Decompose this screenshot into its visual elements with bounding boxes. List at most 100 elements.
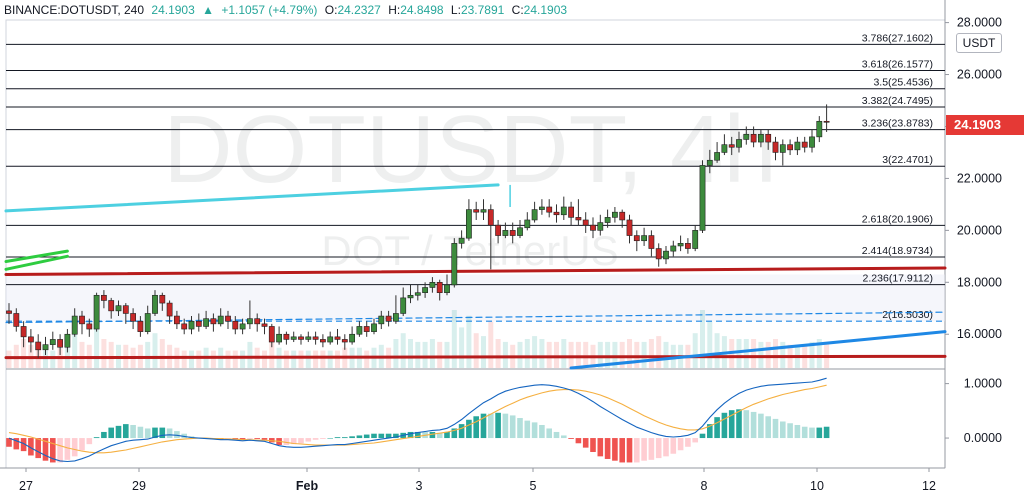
volume-bar xyxy=(524,339,530,368)
volume-bar xyxy=(648,339,654,368)
candle-body xyxy=(35,341,42,351)
candle-body xyxy=(115,305,122,312)
macd-histogram-bar xyxy=(480,413,487,439)
candle-body xyxy=(239,323,246,330)
volume-bar xyxy=(305,350,311,368)
macd-histogram-bar xyxy=(517,418,523,439)
volume-bar xyxy=(605,341,611,368)
macd-histogram-bar xyxy=(561,435,567,439)
macd-histogram-bar xyxy=(539,424,545,439)
candle-body xyxy=(298,336,304,340)
candle-body xyxy=(422,287,428,293)
volume-bar xyxy=(824,341,830,368)
macd-histogram-bar xyxy=(371,433,377,439)
volume-bar xyxy=(481,336,486,368)
candle-body xyxy=(378,315,385,325)
candle-body xyxy=(568,206,574,218)
volume-bar xyxy=(247,341,253,368)
candle-body xyxy=(736,139,742,148)
candle-body xyxy=(195,320,202,327)
candle-body xyxy=(20,326,27,338)
trend-line-red_support_lower xyxy=(4,354,947,360)
macd-histogram-bar xyxy=(801,426,808,439)
candle-body xyxy=(152,294,158,314)
volume-bar xyxy=(575,341,581,368)
macd-histogram-bar xyxy=(473,416,479,439)
macd-histogram-bar xyxy=(714,417,720,439)
candle-body xyxy=(495,224,501,236)
macd-histogram-bar xyxy=(159,427,166,439)
macd-histogram-bar xyxy=(42,438,49,461)
candle-body xyxy=(144,313,151,332)
candle-body xyxy=(174,315,180,325)
chart-header: BINANCE:DOTUSDT, 240 24.1903 ▲ +1.1057 (… xyxy=(4,3,571,17)
volume-bar xyxy=(101,339,107,368)
candle-body xyxy=(57,339,63,348)
volume-bar xyxy=(751,339,757,368)
macd-histogram-bar xyxy=(393,433,399,439)
time-axis-label: 5 xyxy=(530,479,537,493)
price-axis-label: 26.0000 xyxy=(957,68,1002,82)
volume-bar xyxy=(700,310,705,368)
macd-histogram-bar xyxy=(597,438,604,457)
volume-bar xyxy=(269,339,275,368)
volume-bar xyxy=(313,350,319,368)
candle-body xyxy=(334,336,341,340)
volume-bar xyxy=(714,333,720,368)
volume-bar xyxy=(466,315,472,368)
close-value: 24.1903 xyxy=(523,3,568,17)
macd-histogram-bar xyxy=(283,438,290,446)
candle-body xyxy=(487,209,494,226)
macd-histogram-bar xyxy=(342,437,348,439)
price-axis-label: 22.0000 xyxy=(957,171,1002,185)
volume-bar xyxy=(612,341,618,368)
volume-bar xyxy=(707,321,713,368)
macd-histogram-bar xyxy=(531,422,538,439)
candle-body xyxy=(254,318,261,325)
candle-body xyxy=(327,336,334,343)
macd-histogram-bar xyxy=(488,413,494,439)
trend-line-red_support_upper xyxy=(4,266,947,277)
macd-histogram-bar xyxy=(509,415,516,439)
macd-histogram-bar xyxy=(115,425,122,439)
volume-bar xyxy=(488,321,494,368)
volume-bar xyxy=(758,341,764,368)
last-price-tag: 24.1903 xyxy=(946,115,1024,135)
candle-body xyxy=(779,144,786,153)
high-value: 24.8498 xyxy=(400,3,444,17)
currency-unit-button[interactable]: USDT xyxy=(956,33,1002,53)
macd-histogram-bar xyxy=(634,438,640,463)
volume-bar xyxy=(393,339,399,368)
volume-bar xyxy=(583,341,589,368)
macd-histogram-bar xyxy=(451,428,458,439)
time-axis-label: 3 xyxy=(416,479,423,493)
candle-body xyxy=(71,315,78,335)
macd-histogram-bar xyxy=(123,424,129,439)
macd-histogram-bar xyxy=(466,419,472,439)
candle-body xyxy=(444,284,450,293)
macd-histogram-bar xyxy=(677,438,684,451)
volume-bar xyxy=(335,350,340,368)
macd-histogram-bar xyxy=(612,438,618,461)
macd-histogram-bar xyxy=(436,432,443,439)
macd-histogram-bar xyxy=(174,431,180,439)
macd-histogram-bar xyxy=(407,431,414,439)
volume-bar xyxy=(495,339,501,368)
candle-body xyxy=(743,133,750,140)
macd-histogram-bar xyxy=(626,438,633,463)
candle-body xyxy=(546,206,553,213)
candle-body xyxy=(794,141,801,151)
macd-histogram-bar xyxy=(823,426,830,439)
candle-body xyxy=(480,209,487,213)
macd-histogram-bar xyxy=(553,431,560,439)
open-label: O: xyxy=(324,3,338,17)
macd-histogram-bar xyxy=(685,438,691,447)
macd-axis-label: 0.0000 xyxy=(964,431,1002,445)
price-axis-label: 20.0000 xyxy=(957,223,1002,237)
candle-body xyxy=(641,235,647,242)
macd-histogram-bar xyxy=(28,438,34,456)
macd-histogram-bar xyxy=(655,438,662,459)
volume-bar xyxy=(429,339,435,368)
candle-body xyxy=(750,133,757,143)
